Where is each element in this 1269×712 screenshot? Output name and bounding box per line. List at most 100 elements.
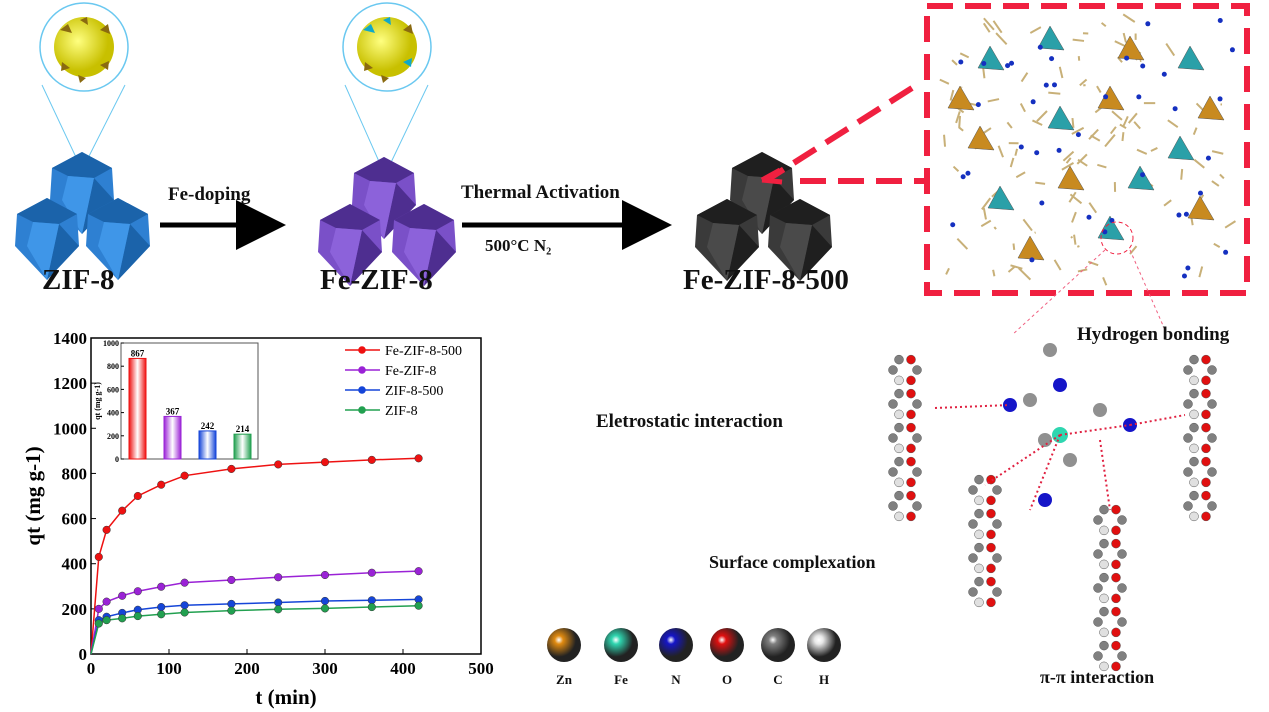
step-thermal-activation: Thermal Activation bbox=[461, 182, 620, 203]
crystal bbox=[695, 199, 759, 281]
tetrahedron bbox=[1177, 45, 1205, 71]
fe-zif8-structure-magnifier bbox=[342, 2, 432, 176]
atom-zn-sphere bbox=[547, 628, 581, 662]
legend-label: Fe-ZIF-8 bbox=[385, 364, 436, 379]
inset-y-tick-label: 0 bbox=[115, 455, 119, 464]
tetrahedron bbox=[1197, 95, 1225, 121]
atom-legend-item: O bbox=[710, 628, 744, 687]
y-tick-label: 800 bbox=[62, 464, 88, 483]
crystal bbox=[86, 198, 150, 280]
highlight-circle bbox=[1100, 221, 1134, 255]
data-point bbox=[118, 614, 127, 623]
data-point bbox=[320, 458, 330, 467]
label-fe-zif8-500: Fe-ZIF-8-500 bbox=[683, 264, 849, 296]
data-point bbox=[320, 604, 330, 613]
data-point bbox=[102, 525, 111, 534]
inset-bar bbox=[163, 415, 182, 460]
tetrahedron bbox=[1187, 195, 1215, 221]
data-point bbox=[367, 455, 376, 464]
x-axis-label: t (min) bbox=[255, 685, 316, 709]
data-point bbox=[367, 596, 376, 605]
data-point bbox=[274, 460, 283, 469]
inset-y-tick-label: 800 bbox=[107, 362, 119, 371]
data-point bbox=[320, 570, 330, 580]
legend-label: ZIF-8 bbox=[385, 404, 418, 419]
data-point bbox=[133, 587, 142, 596]
atom-h-sphere bbox=[807, 628, 841, 662]
tetrahedron bbox=[1037, 25, 1065, 51]
legend-marker bbox=[358, 366, 366, 374]
label-zif8: ZIF-8 bbox=[42, 264, 115, 296]
atom-label: C bbox=[773, 672, 782, 687]
label-electrostatic: Eletrostatic interaction bbox=[596, 411, 783, 432]
y-tick-label: 1400 bbox=[53, 329, 87, 348]
data-point bbox=[367, 603, 376, 612]
data-point bbox=[157, 582, 166, 591]
atom-legend-item: N bbox=[659, 628, 693, 687]
data-point bbox=[180, 471, 189, 480]
atom-fe-sphere bbox=[604, 628, 638, 662]
inset-y-axis-label: qt (mg g-1) bbox=[93, 382, 102, 420]
atom-legend: Zn Fe N O C H bbox=[547, 628, 841, 687]
data-point bbox=[367, 568, 376, 577]
x-tick-label: 500 bbox=[468, 659, 494, 678]
data-point bbox=[102, 597, 111, 606]
y-tick-label: 0 bbox=[79, 645, 88, 664]
data-point bbox=[157, 480, 166, 489]
tetrahedron bbox=[1117, 35, 1145, 61]
legend-label: ZIF-8-500 bbox=[385, 384, 443, 399]
crystal bbox=[392, 204, 456, 286]
data-point bbox=[227, 599, 236, 608]
zoom-pointer-icon bbox=[760, 167, 783, 185]
framework-structure bbox=[939, 13, 1237, 286]
legend-label: Fe-ZIF-8-500 bbox=[385, 344, 462, 359]
inset-bar bbox=[128, 357, 147, 460]
data-point bbox=[274, 598, 283, 607]
data-point bbox=[180, 601, 189, 610]
inset-bar-label: 242 bbox=[201, 421, 215, 431]
data-point bbox=[180, 578, 189, 587]
label-fe-zif8: Fe-ZIF-8 bbox=[320, 264, 433, 296]
data-point bbox=[274, 573, 283, 582]
tetrahedron bbox=[1047, 105, 1075, 131]
data-point bbox=[133, 491, 142, 501]
data-point bbox=[157, 610, 166, 619]
atom-legend-item: Zn bbox=[547, 628, 581, 687]
tetrahedron bbox=[1017, 235, 1045, 261]
atom-legend-item: H bbox=[807, 628, 841, 687]
x-tick-label: 0 bbox=[87, 659, 96, 678]
tetrahedron bbox=[947, 85, 975, 111]
tetrahedron bbox=[987, 185, 1015, 211]
y-axis-label: qt (mg g-1) bbox=[21, 446, 45, 545]
inset-y-tick-label: 1000 bbox=[103, 339, 119, 348]
tetrahedron bbox=[977, 45, 1005, 71]
inset-bar bbox=[198, 430, 217, 460]
tetrahedron bbox=[1057, 165, 1085, 191]
y-tick-label: 400 bbox=[62, 555, 88, 574]
tetrahedron bbox=[1097, 85, 1125, 111]
inset-y-tick-label: 600 bbox=[107, 385, 119, 394]
data-point bbox=[414, 601, 423, 610]
adsorption-molecule-model bbox=[888, 343, 1217, 672]
x-tick-label: 100 bbox=[156, 659, 182, 678]
tetrahedron bbox=[1127, 165, 1155, 191]
crystals bbox=[15, 152, 832, 286]
plot-frame bbox=[90, 337, 482, 655]
x-tick-label: 400 bbox=[390, 659, 416, 678]
crystal bbox=[768, 199, 832, 281]
inset-bar-label: 214 bbox=[236, 424, 250, 434]
y-tick-label: 1000 bbox=[53, 419, 87, 438]
y-tick-label: 200 bbox=[62, 600, 88, 619]
zif8-structure-magnifier bbox=[39, 2, 129, 171]
data-point bbox=[133, 612, 142, 621]
data-point bbox=[157, 603, 166, 612]
data-point bbox=[94, 552, 103, 561]
atom-label: Fe bbox=[614, 672, 628, 687]
data-point bbox=[227, 575, 236, 585]
crystal bbox=[15, 198, 79, 280]
label-surface-complexation: Surface complexation bbox=[709, 552, 876, 572]
data-point bbox=[274, 605, 283, 614]
data-point bbox=[102, 616, 111, 625]
data-point bbox=[94, 619, 103, 628]
